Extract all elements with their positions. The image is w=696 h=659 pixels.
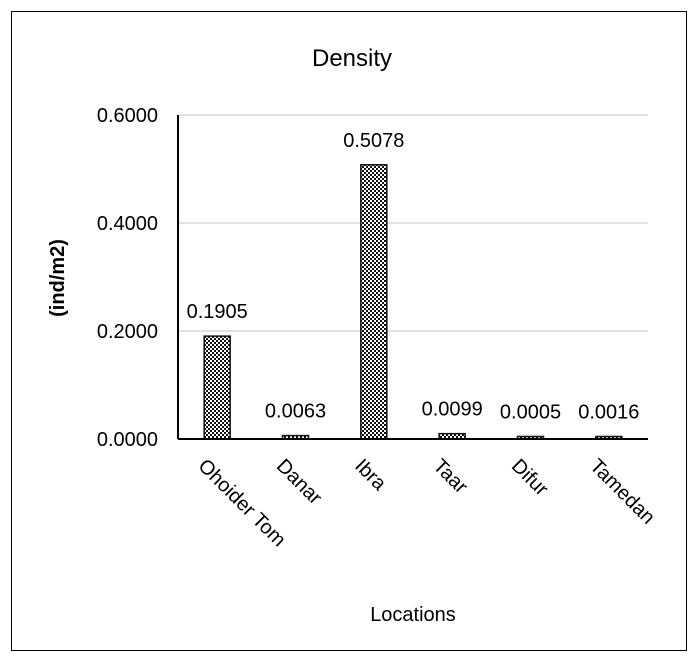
x-tick-label: Difur	[507, 455, 553, 501]
x-axis-label: Locations	[370, 604, 456, 626]
y-tick-label: 0.2000	[97, 321, 158, 343]
data-label: 0.5078	[343, 130, 404, 152]
bar-ibra	[360, 164, 388, 440]
data-label: 0.0063	[265, 401, 326, 423]
x-tick-label: Tamedan	[585, 455, 659, 529]
data-label: 0.0099	[422, 399, 483, 421]
bar-ohoider-tom	[203, 335, 231, 440]
gridlines	[178, 114, 648, 332]
y-tick-label: 0.0000	[97, 429, 158, 451]
data-label: 0.0016	[578, 402, 639, 424]
bars	[203, 164, 623, 440]
y-tick-label: 0.6000	[97, 105, 158, 127]
data-label: 0.1905	[187, 301, 248, 323]
x-tick-label: Ibra	[350, 455, 391, 496]
x-tick-label: Danar	[272, 455, 326, 509]
y-tick-label: 0.4000	[97, 213, 158, 235]
data-labels: 0.1905 0.0063 0.5078 0.0099 0.0005 0.0016	[187, 130, 640, 424]
chart-frame	[11, 11, 687, 651]
y-axis-ticks: 0.0000 0.2000 0.4000 0.6000	[97, 105, 158, 451]
data-label: 0.0005	[500, 402, 561, 424]
x-tick-label: Taar	[429, 455, 472, 498]
chart-title: Density	[312, 45, 392, 72]
y-axis-label: (ind/m2)	[47, 239, 69, 317]
